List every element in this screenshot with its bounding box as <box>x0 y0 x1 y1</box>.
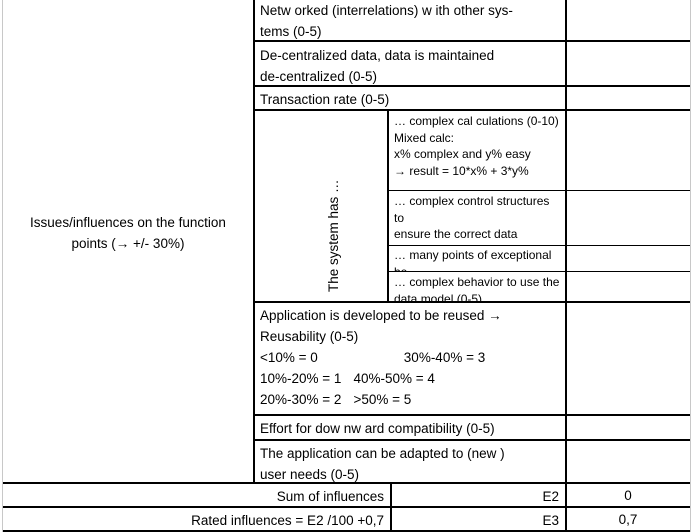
summary-value-e3[interactable]: 0,7 <box>618 512 638 527</box>
reusability-scale-row-1: <10% = 0 30%-40% = 3 <box>260 350 486 365</box>
grid-hline-4 <box>253 301 690 303</box>
grid-hline-5 <box>253 414 690 416</box>
grid-vline-value-left <box>565 0 567 532</box>
summary-label-rated-influences: Rated influences = E2 /100 +0,7 <box>191 513 384 528</box>
value-cell-complex-behavior-data-model[interactable] <box>568 273 688 301</box>
grid-vline-criteria-left <box>253 0 255 482</box>
summary-label-sum-of-influences: Sum of influences <box>276 489 384 504</box>
grid-hline-8 <box>3 506 690 508</box>
value-cell-complex-control-structures[interactable] <box>568 192 688 244</box>
grid-hline-sub-1 <box>387 190 690 191</box>
reusability-scale-row-3: 20%-30% = 2 >50% = 5 <box>260 392 412 407</box>
sheet-left-border <box>2 0 3 532</box>
criteria-cell-transaction-rate: Transaction rate (0-5) <box>260 92 390 107</box>
grid-hline-1 <box>253 40 690 42</box>
summary-code-e3: E3 <box>542 513 559 528</box>
criteria-cell-downward-compatibility: Effort for dow nw ard compatibility (0-5… <box>260 421 495 436</box>
value-cell-networked[interactable] <box>568 0 688 40</box>
grid-hline-6 <box>253 439 690 441</box>
subcriteria-cell-complex-control-structures: … complex control structures to ensure t… <box>394 194 550 244</box>
value-cell-downward-compatibility[interactable] <box>568 417 688 439</box>
grid-hline-2 <box>253 85 690 87</box>
subcriteria-cell-exceptional-behavior: … many points of exceptional be- havior … <box>394 248 552 271</box>
grid-hline-9 <box>3 530 690 532</box>
grid-vline-subcriteria-left <box>387 110 389 302</box>
criteria-cell-adaptable-user-needs: The application can be adapted to (new )… <box>260 446 505 482</box>
grid-hline-7 <box>3 482 690 484</box>
summary-value-e2[interactable]: 0 <box>624 488 632 503</box>
reusability-scale-row-2: 10%-20% = 1 40%-50% = 4 <box>260 371 435 386</box>
grid-hline-sub-3 <box>387 271 690 272</box>
value-cell-decentralized[interactable] <box>568 44 688 85</box>
grid-hline-sub-2 <box>387 245 690 246</box>
subcriteria-cell-complex-behavior-data-model: … complex behavior to use the data model… <box>394 275 560 301</box>
criteria-cell-decentralized: De-centralized data, data is maintained … <box>260 48 495 84</box>
grid-hline-3 <box>253 109 690 111</box>
criteria-cell-networked: Netw orked (interrelations) w ith other … <box>260 3 513 39</box>
row-header-label: Issues/influences on the function points… <box>30 215 226 251</box>
value-cell-transaction-rate[interactable] <box>568 88 688 109</box>
value-cell-complex-calculations[interactable] <box>568 112 688 189</box>
vertical-group-label-the-system-has: The system has … <box>326 179 341 292</box>
value-cell-adaptable-user-needs[interactable] <box>568 442 688 482</box>
sheet-right-border <box>690 0 691 532</box>
subcriteria-cell-complex-calculations: … complex cal culations (0-10) Mixed cal… <box>394 114 559 178</box>
summary-code-e2: E2 <box>542 489 559 504</box>
value-cell-reusability[interactable] <box>568 304 688 414</box>
criteria-cell-reusability: Application is developed to be reused → … <box>256 304 562 414</box>
value-cell-exceptional-behavior[interactable] <box>568 246 688 271</box>
